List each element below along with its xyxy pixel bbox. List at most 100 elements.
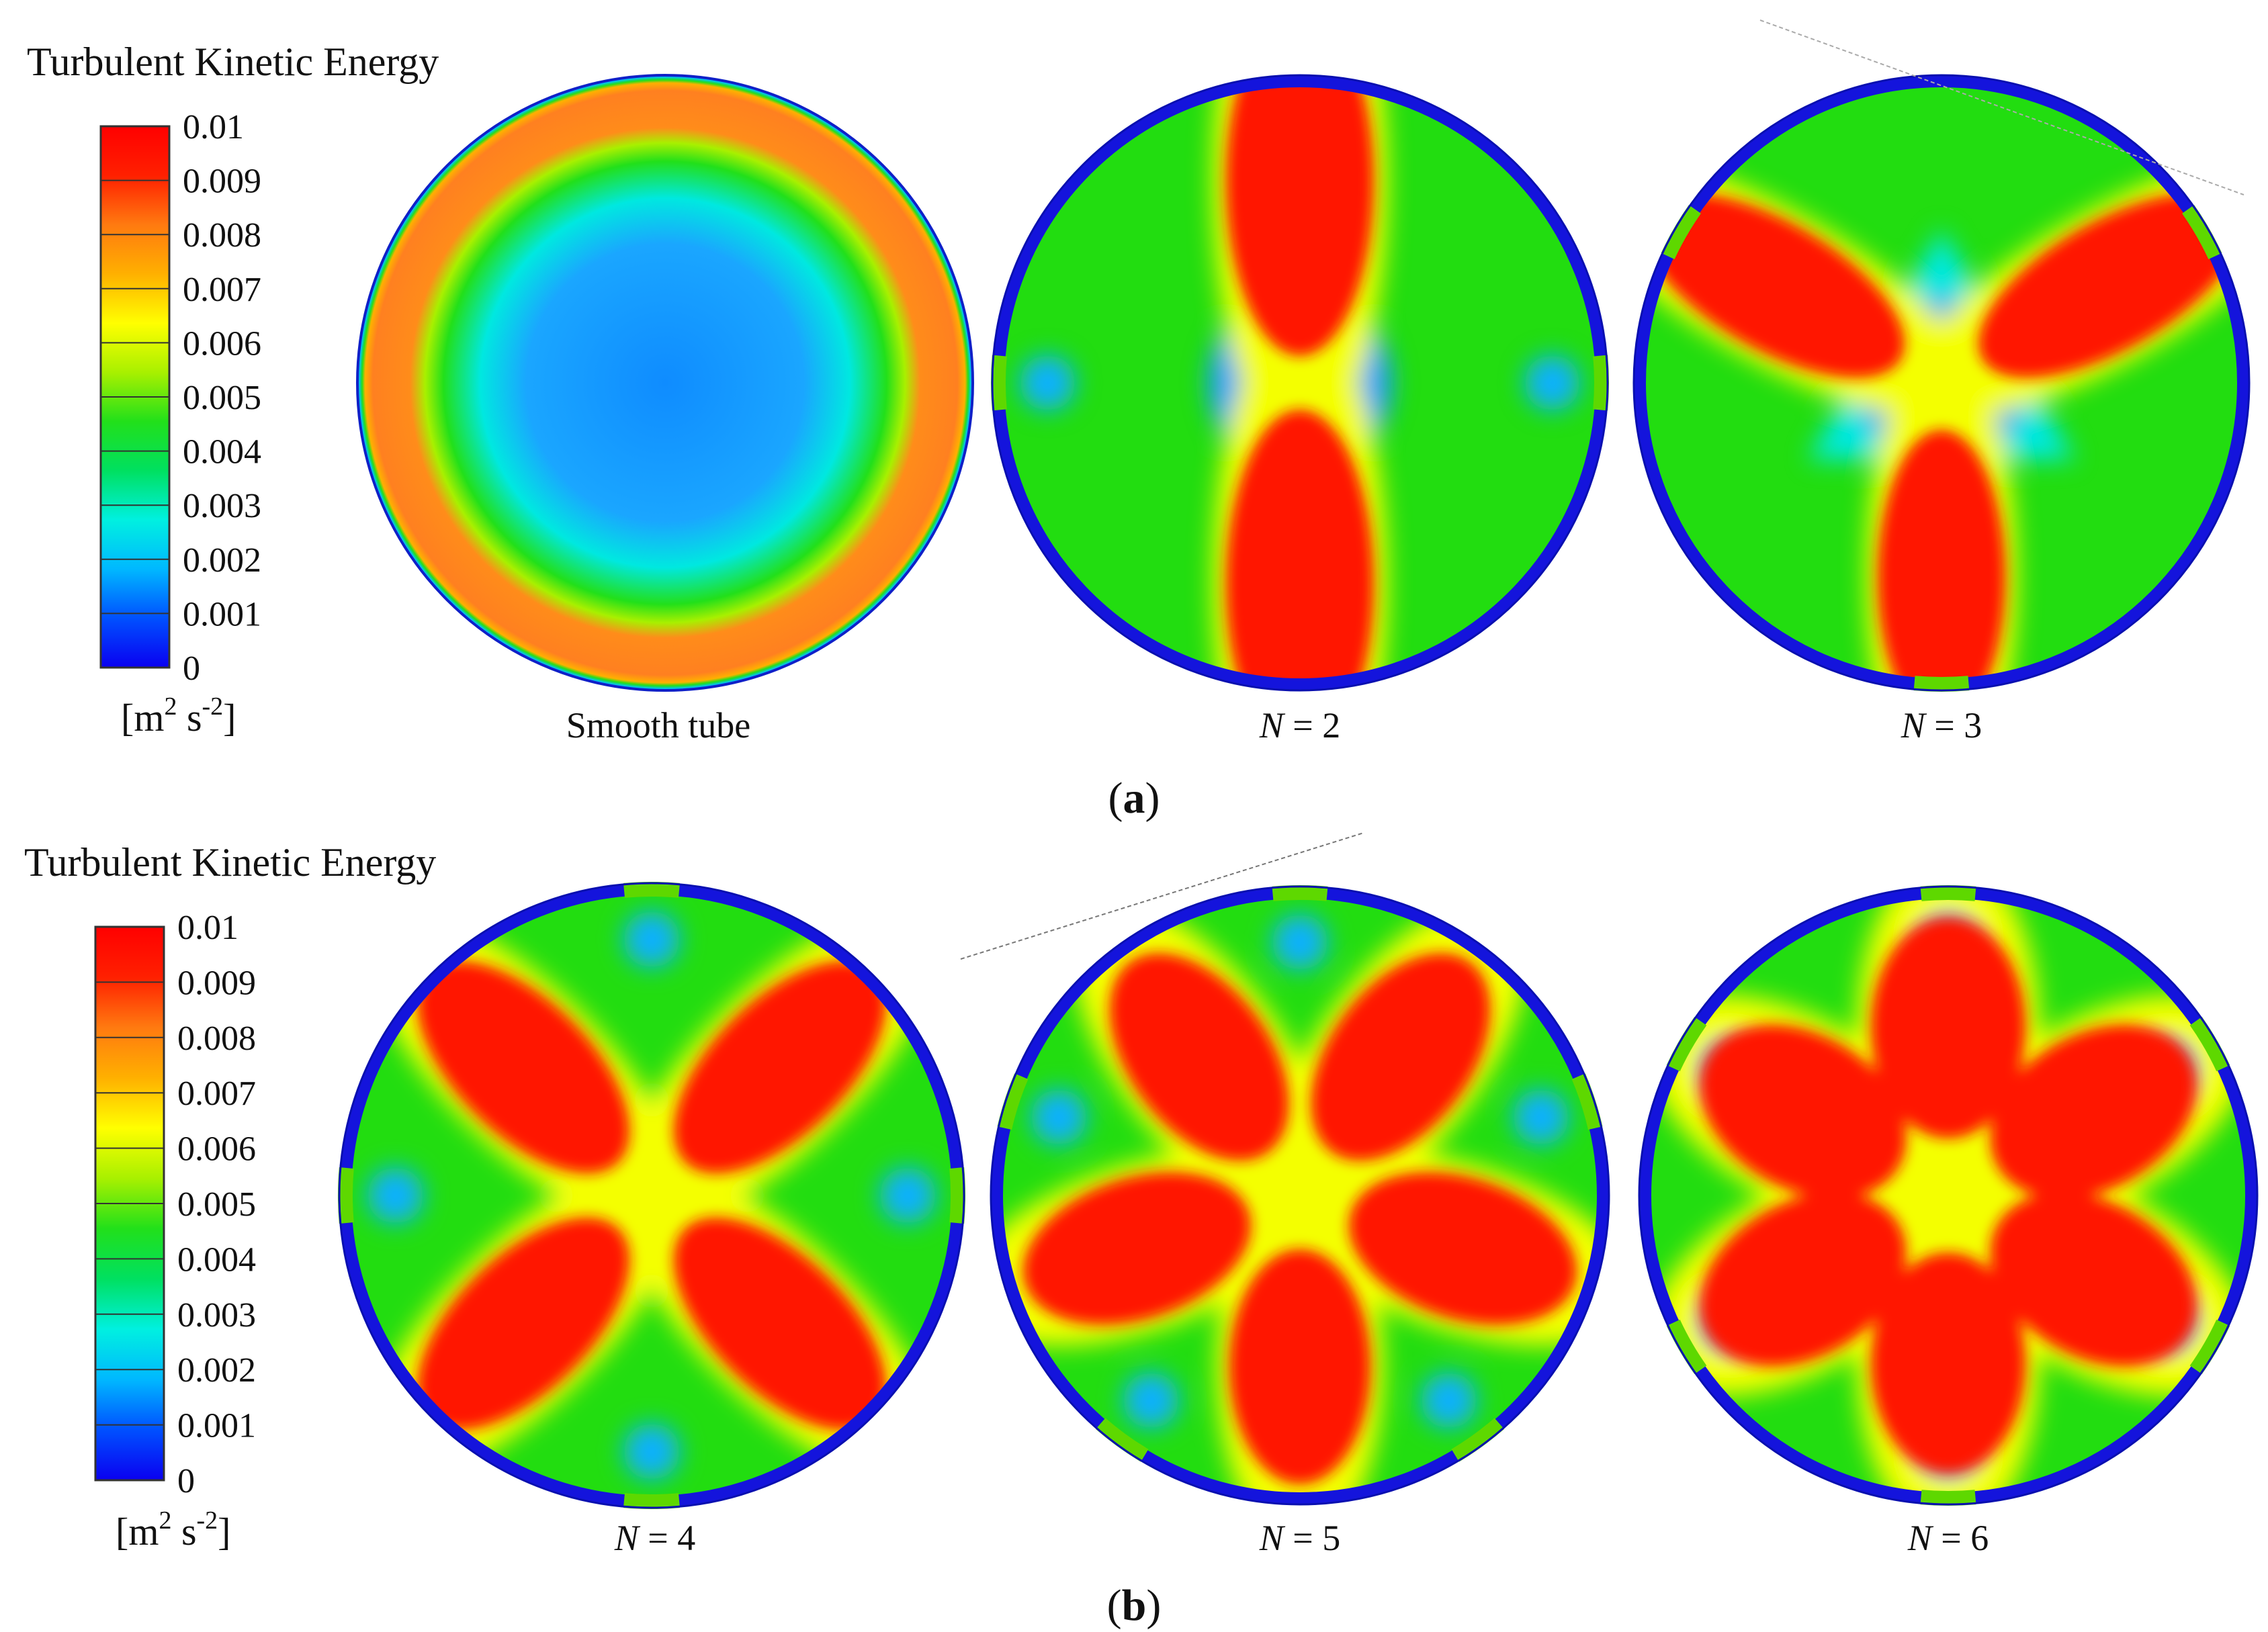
rib [1571,1073,1603,1130]
tube-outline [990,885,1610,1506]
colorbar-ticks-a: 0.01 0.009 0.008 0.007 0.006 0.005 0.004 0.003 0… [101,108,261,688]
tke-field [357,75,973,690]
tke-high-region [673,1217,886,1431]
plot-label-n6: N = 6 [1907,1518,1989,1558]
tke-high-region [417,960,630,1174]
rib [338,1167,354,1224]
colorbar-tick-label: 0.008 [177,1019,256,1058]
contour-n6 [1638,885,2259,1506]
colorbar-tick-label: 0.009 [183,163,261,201]
tke-high-region [1311,953,1491,1161]
rib [1913,676,1970,692]
contour-smooth-tube [356,74,974,692]
tke-high-region [1699,1192,1907,1367]
plot-label-n3: N = 3 [1901,705,1982,745]
panel-a: Turbulent Kinetic Energy 0.010.0090.0080… [27,40,2251,823]
tke-high-region [1229,1249,1370,1484]
colorbar-tick-label: 0.003 [183,487,261,525]
legend-title-b: Turbulent Kinetic Energy [24,840,436,885]
stray-line-2 [1759,19,2244,195]
tke-low-spot [1031,1089,1087,1145]
rib [1920,885,1976,901]
colorbar-tick-label: 0.002 [177,1351,256,1390]
rib [991,355,1007,411]
rib [997,1073,1029,1130]
colorbar-tick-label: 0.002 [183,541,261,580]
rib [623,1493,680,1509]
rib [1666,1016,1707,1072]
rib [2189,1319,2230,1375]
rib [949,1167,965,1224]
contour-n4 [338,882,965,1509]
tke-low-spot [623,1423,680,1480]
colorbar-tick-label: 0.005 [183,379,261,417]
tube-outline [991,74,1609,692]
colorbar-tick-label: 0.007 [177,1075,256,1113]
legend-b: Turbulent Kinetic Energy 0.010.0090.0080… [24,840,436,1553]
tke-high-region [1109,953,1289,1161]
colorbar-tick-label: 0.001 [177,1407,256,1445]
rib [1666,1319,1707,1375]
tke-high-region [1699,1024,1907,1199]
rib [1451,1418,1505,1462]
panel-caption-b: (b) [1107,1581,1162,1630]
colorbar-tick-label: 0.01 [183,108,244,146]
legend-a: Turbulent Kinetic Energy 0.010.0090.0080… [27,40,439,739]
tube-outline [1632,74,2251,692]
colorbar-ticks-b: 0.01 0.009 0.008 0.007 0.006 0.005 0.004 0.003 0… [95,909,256,1500]
colorbar-tick-label: 0.004 [183,433,261,471]
tke-low-spot [1513,1089,1569,1145]
colorbar-tick-label: 0 [177,1462,195,1500]
tke-low-spot [1421,1372,1477,1429]
colorbar-tick-label: 0.009 [177,964,256,1002]
plot-label-n2: N = 2 [1259,705,1341,745]
rib [1661,205,1701,260]
contour-n3 [1632,74,2251,692]
colorbar-tick-label: 0.01 [177,909,238,947]
tke-low-spot [1272,914,1328,970]
tke-high-region [1990,1024,2197,1199]
tke-high-region [1990,1192,2197,1367]
tke-low-spot [879,1167,936,1224]
tke-high-region [1871,917,2025,1138]
tke-high-region [1878,430,2005,690]
tke-high-region [1978,193,2242,378]
rib [1920,1490,1976,1506]
panel-b: Turbulent Kinetic Energy 0.010.0090.0080… [24,840,2259,1630]
tube-outline [1638,885,2259,1506]
tke-high-region [1226,410,1374,690]
tke-high-region [1022,1172,1252,1325]
plot-label-smooth-tube: Smooth tube [566,705,751,745]
tke-high-region [1226,75,1374,356]
stray-line-1 [960,832,1364,960]
colorbar-tick-label: 0.006 [177,1130,256,1169]
legend-title-a: Turbulent Kinetic Energy [27,40,439,84]
plot-label-n5: N = 5 [1259,1518,1341,1558]
tke-low-spot [623,911,680,968]
colorbar-tick-label: 0.006 [183,324,261,363]
rib [1593,355,1609,411]
tube-wall [356,74,974,692]
colorbar-tick-label: 0.005 [177,1185,256,1224]
colorbar-tick-label: 0.008 [183,216,261,255]
rib [2189,1016,2230,1072]
tke-high-region [1871,1253,2025,1474]
rib [2182,205,2222,260]
colorbar-tick-label: 0 [183,649,200,688]
colorbar-tick-label: 0.003 [177,1296,256,1334]
tke-high-region [1348,1172,1577,1325]
colorbar-tick-label: 0.007 [183,271,261,309]
tke-low-spot [1524,355,1580,411]
tube-outline [338,882,965,1509]
tke-high-region [1641,193,1905,378]
tke-high-region [417,1217,630,1431]
tke-low-spot [367,1167,424,1224]
contour-n5 [990,885,1610,1506]
rib [1272,885,1328,901]
colorbar-tick-label: 0.001 [183,595,261,633]
tke-high-region [673,960,887,1174]
panel-caption-a: (a) [1108,774,1160,823]
colorbar-tick-label: 0.004 [177,1240,256,1279]
plot-label-n4: N = 4 [614,1518,696,1558]
